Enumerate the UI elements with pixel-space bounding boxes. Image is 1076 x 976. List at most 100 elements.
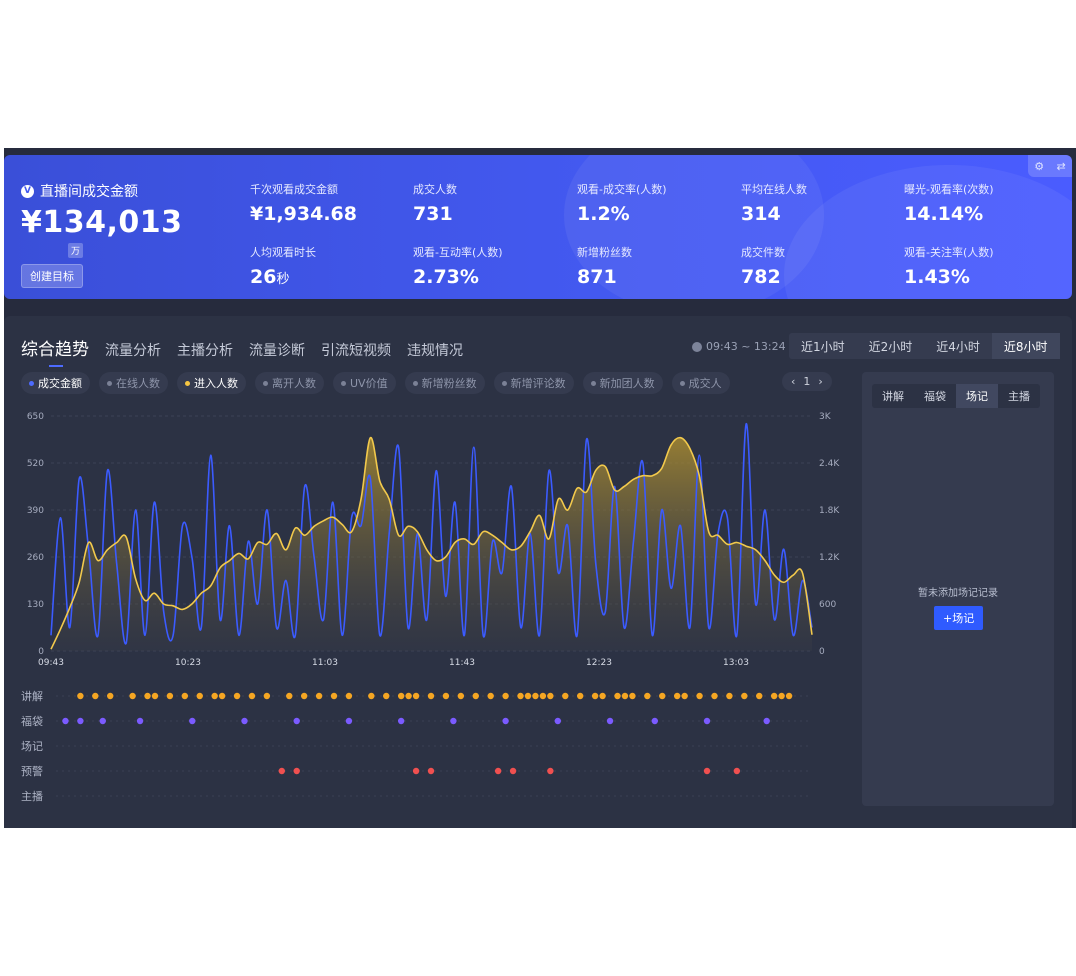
trend-chart: 0 0 130 600 260 1.2K 390 1.8K 520 2.4K 650 3K 09:43 1… bbox=[21, 412, 840, 803]
chip-dot-icon bbox=[501, 380, 507, 386]
event-marker bbox=[442, 692, 450, 700]
tab-traffic-diagnosis[interactable]: 流量诊断 bbox=[249, 343, 305, 359]
right-axis-tick: 0 bbox=[819, 647, 825, 657]
metric-value: 782 bbox=[741, 266, 781, 288]
event-marker bbox=[293, 767, 300, 775]
range-8h-button[interactable]: 近8小时 bbox=[991, 333, 1060, 359]
event-marker bbox=[345, 717, 353, 725]
metric-items-sold: 成交件数 782 bbox=[741, 244, 785, 288]
event-marker bbox=[278, 767, 285, 775]
time-range: 09:43 ~ 13:24 bbox=[692, 340, 786, 353]
event-marker bbox=[166, 692, 174, 700]
metric-value: 871 bbox=[577, 266, 617, 288]
event-marker bbox=[248, 692, 256, 700]
x-axis-tick: 13:03 bbox=[723, 658, 749, 668]
event-marker bbox=[427, 767, 435, 775]
chip-label: 成交金额 bbox=[38, 377, 82, 390]
chip-label: 在线人数 bbox=[116, 377, 160, 390]
gmv-label-text: 直播间成交金额 bbox=[40, 184, 138, 200]
tab-traffic-analysis[interactable]: 流量分析 bbox=[105, 343, 161, 359]
left-axis-tick: 650 bbox=[27, 412, 44, 422]
event-row-label: 福袋 bbox=[21, 714, 43, 728]
chevron-right-icon[interactable]: › bbox=[818, 375, 823, 388]
metric-value: 1.43% bbox=[904, 266, 970, 288]
event-marker bbox=[293, 717, 300, 725]
event-marker bbox=[494, 767, 502, 775]
side-tab-explain[interactable]: 讲解 bbox=[882, 390, 904, 403]
x-axis-tick: 11:03 bbox=[312, 658, 338, 668]
gmv-value: ¥134,013 bbox=[21, 205, 183, 240]
event-marker bbox=[621, 692, 629, 700]
event-marker bbox=[136, 717, 144, 725]
event-row-label: 讲解 bbox=[21, 689, 43, 703]
metric-chip[interactable]: 在线人数 bbox=[99, 372, 168, 394]
event-marker bbox=[547, 767, 554, 775]
metric-chip[interactable]: 成交金额 bbox=[21, 372, 90, 394]
metric-label: 成交人数 bbox=[413, 183, 457, 196]
event-marker bbox=[263, 692, 271, 700]
event-marker bbox=[397, 692, 405, 700]
x-axis-tick: 11:43 bbox=[449, 658, 475, 668]
gmv-series-line bbox=[50, 422, 813, 645]
time-range-text: 09:43 ~ 13:24 bbox=[706, 340, 786, 353]
trend-panel: 综合趋势 流量分析 主播分析 流量诊断 引流短视频 违规情况 09:43 ~ 1… bbox=[4, 316, 1072, 828]
range-1h-button[interactable]: 近1小时 bbox=[801, 339, 845, 354]
event-marker bbox=[509, 767, 517, 775]
event-row-label: 预警 bbox=[21, 764, 43, 778]
metric-chip[interactable]: 离开人数 bbox=[255, 372, 324, 394]
metric-chip[interactable]: 进入人数 bbox=[177, 372, 246, 394]
metric-chip[interactable]: 新增评论数 bbox=[493, 372, 574, 394]
chevron-left-icon[interactable]: ‹ bbox=[791, 375, 796, 388]
add-note-button[interactable]: +场记 bbox=[934, 606, 984, 630]
summary-banner: ⚙ ⇄ V 直播间成交金额 ¥134,013 万 创建目标 千次观看成交金额 ¥… bbox=[4, 155, 1072, 299]
event-marker bbox=[659, 692, 666, 700]
event-marker bbox=[562, 692, 569, 700]
chip-label: 进入人数 bbox=[194, 377, 238, 390]
chip-label: 新增评论数 bbox=[510, 377, 566, 390]
metric-chip[interactable]: 成交人 bbox=[671, 372, 730, 394]
create-goal-button[interactable]: 创建目标 bbox=[21, 264, 83, 288]
range-selector: 近1小时 近2小时 近4小时 近8小时 bbox=[789, 333, 1060, 359]
event-marker bbox=[144, 692, 151, 700]
event-marker bbox=[733, 767, 741, 775]
metric-label: 曝光-观看率(次数) bbox=[904, 183, 994, 196]
trend-tabs: 综合趋势 流量分析 主播分析 流量诊断 引流短视频 违规情况 bbox=[21, 335, 463, 367]
range-2h-button[interactable]: 近2小时 bbox=[868, 339, 913, 354]
metric-gpm: 千次观看成交金额 ¥1,934.68 bbox=[250, 181, 357, 225]
event-marker bbox=[457, 692, 465, 700]
metric-chip[interactable]: UV价值 bbox=[333, 372, 396, 394]
metric-interaction: 观看-互动率(人数) 2.73% bbox=[413, 244, 503, 288]
settings-icon[interactable]: ⚙ bbox=[1034, 159, 1045, 173]
event-marker bbox=[129, 692, 136, 700]
event-marker bbox=[99, 717, 106, 725]
chip-dot-icon bbox=[590, 380, 596, 386]
metric-chip[interactable]: 新增粉丝数 bbox=[404, 372, 485, 394]
tab-short-video[interactable]: 引流短视频 bbox=[321, 343, 391, 359]
side-tab-anchor[interactable]: 主播 bbox=[1008, 390, 1030, 403]
metric-chip-bar: 成交金额 在线人数 进入人数 离开人数 UV价值 新增粉丝数 新增评论数 新加团人数 成交人 bbox=[21, 372, 730, 394]
x-axis-tick: 09:43 bbox=[38, 658, 64, 668]
event-marker bbox=[472, 692, 479, 700]
metric-chip[interactable]: 新加团人数 bbox=[582, 372, 663, 394]
chip-dot-icon bbox=[412, 380, 418, 386]
tab-overall-trend[interactable]: 综合趋势 bbox=[21, 335, 89, 367]
right-axis-tick: 3K bbox=[819, 412, 832, 422]
tab-violations[interactable]: 违规情况 bbox=[407, 343, 463, 359]
tab-anchor-analysis[interactable]: 主播分析 bbox=[177, 343, 233, 359]
clock-icon bbox=[692, 341, 702, 352]
x-axis-tick: 12:23 bbox=[586, 658, 612, 668]
range-4h-button[interactable]: 近4小时 bbox=[936, 339, 980, 354]
event-marker bbox=[785, 692, 793, 700]
event-marker bbox=[487, 692, 494, 700]
left-axis-tick: 130 bbox=[27, 600, 44, 610]
right-axis-tick: 600 bbox=[819, 600, 836, 610]
event-marker bbox=[554, 717, 562, 725]
event-marker bbox=[651, 717, 658, 725]
side-tab-lucky-bag[interactable]: 福袋 bbox=[924, 390, 946, 403]
metric-buyers: 成交人数 731 bbox=[413, 181, 457, 225]
event-marker bbox=[383, 692, 390, 700]
event-marker bbox=[286, 692, 293, 700]
swap-icon[interactable]: ⇄ bbox=[1056, 159, 1066, 173]
side-tab-notes[interactable]: 场记 bbox=[956, 384, 998, 408]
event-marker bbox=[196, 692, 203, 700]
